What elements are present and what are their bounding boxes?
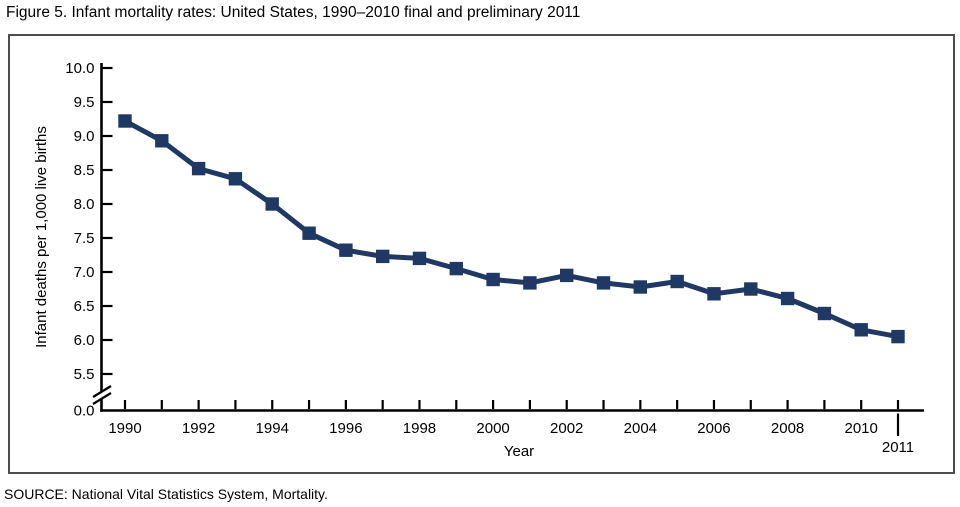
x-tick-label: 2008 xyxy=(771,420,804,437)
y-tick-label: 9.5 xyxy=(74,94,95,111)
data-point-1999 xyxy=(449,261,463,276)
x-tick-label: 2004 xyxy=(624,420,657,437)
x-tick-label: 2000 xyxy=(476,420,509,437)
y-tick-label: 7.0 xyxy=(74,264,95,281)
data-point-2003 xyxy=(596,276,611,290)
data-point-2011 xyxy=(891,329,905,344)
y-tick-label: 10.0 xyxy=(65,60,94,77)
y-origin-label: 0.0 xyxy=(74,403,95,420)
y-tick-label: 6.0 xyxy=(74,332,95,349)
data-point-1992 xyxy=(191,161,206,176)
axis-break-slash xyxy=(92,392,112,405)
data-point-1997 xyxy=(376,249,390,264)
axis-break-slash xyxy=(92,385,112,398)
axis-break-gap xyxy=(91,387,113,403)
data-point-2004 xyxy=(633,280,647,294)
x-tick-label: 2010 xyxy=(845,420,878,437)
y-tick-label: 8.5 xyxy=(74,162,95,179)
data-point-1998 xyxy=(412,251,427,266)
callout-2011-label: 2011 xyxy=(882,439,914,456)
data-point-2000 xyxy=(486,272,500,287)
data-point-2007 xyxy=(744,282,758,296)
y-tick-label: 8.0 xyxy=(74,196,95,213)
y-tick-label: 5.5 xyxy=(74,366,95,383)
data-point-2009 xyxy=(817,306,832,321)
y-tick-label: 7.5 xyxy=(74,230,95,247)
x-tick-label: 2002 xyxy=(550,420,583,437)
data-point-2008 xyxy=(780,291,795,306)
y-tick-label: 9.0 xyxy=(74,128,95,145)
x-tick-label: 1992 xyxy=(182,420,215,437)
data-point-2001 xyxy=(523,276,537,290)
data-point-1990 xyxy=(118,114,132,128)
x-tick-label: 1994 xyxy=(256,420,289,437)
data-point-1994 xyxy=(265,197,279,211)
x-tick-label: 1996 xyxy=(329,420,362,437)
y-tick-label: 6.5 xyxy=(74,298,95,315)
source-note: SOURCE: National Vital Statistics System… xyxy=(4,486,328,502)
y-axis-title: Infant deaths per 1,000 live births xyxy=(33,126,50,348)
series-line xyxy=(123,118,899,340)
x-tick-label: 1998 xyxy=(403,420,436,437)
data-point-2006 xyxy=(707,287,721,301)
data-point-1993 xyxy=(228,172,243,186)
data-point-2002 xyxy=(560,268,574,283)
x-tick-label: 2006 xyxy=(697,420,730,437)
data-point-1991 xyxy=(155,134,169,148)
data-point-2010 xyxy=(854,323,868,337)
data-point-2005 xyxy=(670,274,684,289)
data-point-1996 xyxy=(339,243,353,257)
x-tick-label: 1990 xyxy=(108,420,141,437)
chart-frame xyxy=(8,34,955,474)
data-point-1995 xyxy=(302,226,316,240)
x-axis-title: Year xyxy=(504,443,534,460)
figure-title: Figure 5. Infant mortality rates: United… xyxy=(6,4,581,21)
